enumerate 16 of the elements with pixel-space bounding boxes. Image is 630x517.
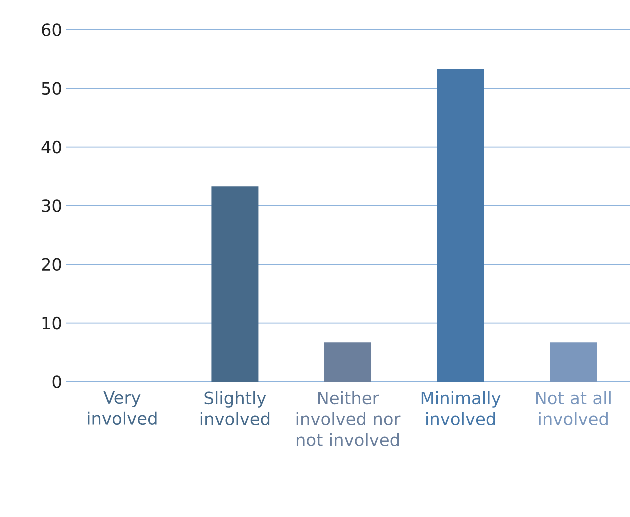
bar (324, 342, 372, 382)
y-tick-label: 0 (52, 376, 62, 388)
x-tick-label: Not at all involved (536, 392, 611, 426)
x-tick-label: Minimally involved (422, 392, 501, 426)
bar (550, 342, 598, 382)
y-tick-label: 60 (42, 24, 62, 36)
y-tick-label: 40 (42, 140, 62, 154)
x-tick-label: Very involved (88, 392, 157, 426)
y-tick-label: 10 (42, 316, 62, 330)
bar (212, 186, 259, 382)
y-tick-label: 50 (42, 82, 62, 96)
y-tick-label: 30 (42, 200, 62, 212)
y-tick-label: 20 (42, 258, 62, 272)
x-tick-label: Neither involved nor not involved (296, 392, 401, 446)
x-tick-label: Slightly involved (200, 392, 270, 426)
bar (437, 69, 484, 382)
